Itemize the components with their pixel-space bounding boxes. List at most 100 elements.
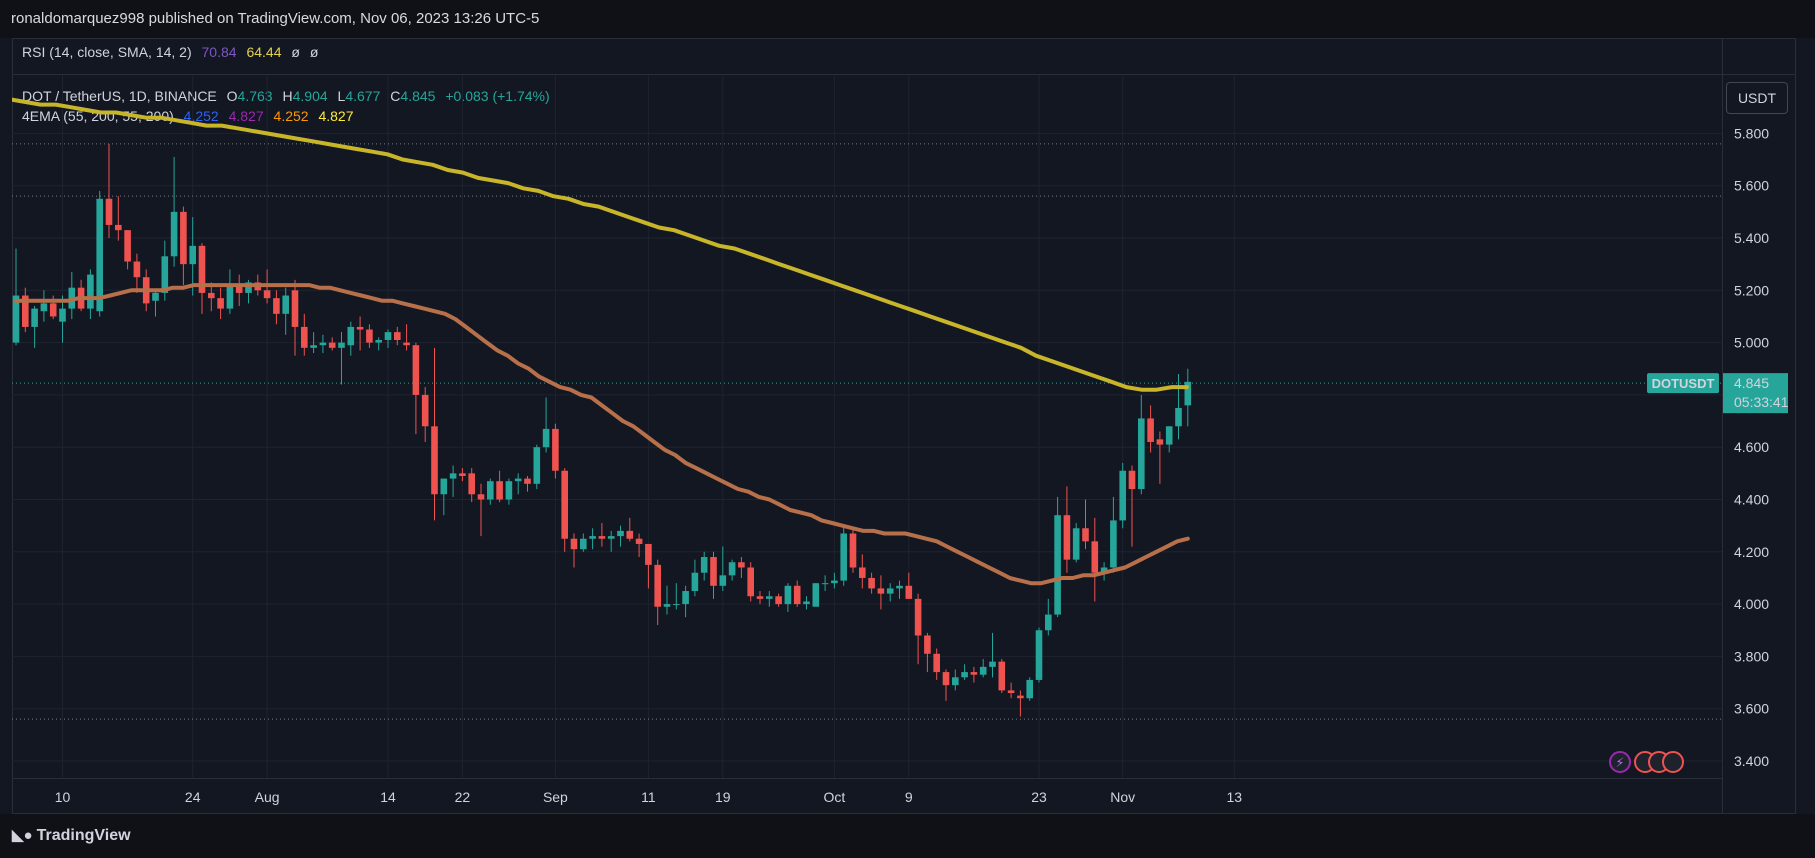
candle-body (59, 308, 66, 322)
candle-body (998, 661, 1006, 691)
ema-value-3: 4.252 (273, 108, 309, 124)
rsi-empty-1: ø (291, 44, 300, 60)
candle-body (1035, 630, 1043, 680)
ema-value-4: 4.827 (318, 108, 354, 124)
candle-body (533, 447, 541, 484)
currency-button[interactable]: USDT (1726, 82, 1788, 114)
candle-body (22, 295, 29, 327)
candle-body (691, 572, 699, 592)
ema-legend[interactable]: 4EMA (55, 200, 55, 200) 4.252 4.827 4.25… (22, 108, 360, 124)
candle-body (617, 530, 624, 537)
y-tick-label: 4.200 (1734, 544, 1769, 560)
candle-body (180, 211, 187, 265)
candle-body (328, 342, 336, 348)
candle-body (607, 536, 615, 539)
candle-body (654, 564, 661, 607)
rsi-pane-separator[interactable] (12, 74, 1796, 75)
candle-body (561, 470, 568, 539)
candle-body (635, 538, 643, 544)
candle-body (310, 345, 317, 348)
candle-body (1054, 515, 1061, 615)
candle-body (31, 308, 38, 327)
candle-body (198, 245, 206, 293)
rsi-value: 70.84 (201, 44, 237, 60)
candle-body (1128, 470, 1136, 490)
candle-body (738, 562, 745, 568)
candle-body (1026, 679, 1033, 699)
symbol-tag-text: DOTUSDT (1652, 376, 1715, 391)
low-value: 4.677 (345, 88, 381, 104)
x-tick-label: 9 (905, 789, 913, 805)
candle-body (226, 285, 234, 309)
candle-body (1138, 418, 1145, 490)
ema55-line (14, 283, 1190, 586)
candle-body (282, 295, 289, 314)
candles-group (12, 97, 1192, 717)
candle-body (49, 303, 57, 317)
chart-frame[interactable] (12, 38, 1796, 814)
candle-body (189, 245, 196, 265)
candle-body (421, 394, 429, 427)
y-tick-label: 4.600 (1734, 439, 1769, 455)
candle-body (821, 583, 829, 585)
candle-body (933, 653, 940, 673)
candle-body (552, 428, 559, 471)
x-tick-label: 23 (1031, 789, 1047, 805)
candle-body (12, 295, 20, 343)
candle-body (970, 672, 978, 675)
candle-body (868, 577, 875, 589)
candle-body (319, 342, 327, 346)
x-tick-label: Nov (1110, 789, 1135, 805)
open-label: O (226, 88, 238, 104)
candle-body (728, 562, 736, 576)
candle-body (468, 473, 475, 495)
y-tick-label: 5.400 (1734, 230, 1769, 246)
candle-body (1045, 614, 1052, 631)
rsi-legend[interactable]: RSI (14, close, SMA, 14, 2) 70.84 64.44 … (22, 44, 324, 60)
candle-body (542, 428, 550, 448)
y-tick-label: 5.200 (1734, 282, 1769, 298)
candle-body (1119, 470, 1126, 521)
candle-body (1156, 439, 1164, 445)
candle-body (338, 342, 345, 348)
publish-caption: ronaldomarquez998 published on TradingVi… (11, 10, 540, 27)
candle-body (1165, 426, 1173, 445)
candle-body (1082, 528, 1089, 542)
candle-body (208, 292, 215, 299)
x-tick-label: 11 (641, 789, 656, 805)
candle-body (245, 282, 252, 293)
y-tick-label: 5.000 (1734, 335, 1769, 351)
candle-body (756, 596, 764, 599)
y-tick-label: 4.400 (1734, 492, 1769, 508)
candle-body (487, 481, 494, 500)
candle-body (877, 588, 885, 594)
candle-body (1017, 695, 1024, 699)
candle-body (291, 290, 299, 327)
candle-body (366, 329, 373, 343)
rsi-ma-value: 64.44 (246, 44, 282, 60)
open-value: 4.763 (237, 88, 273, 104)
price-tag-value: 4.845 (1734, 375, 1769, 391)
candle-body (87, 274, 94, 309)
candle-body (96, 198, 103, 312)
candle-body (849, 533, 857, 568)
candle-body (384, 332, 392, 340)
footer-bar (0, 814, 1815, 858)
candle-body (440, 478, 448, 495)
candle-body (431, 426, 438, 495)
candle-body (747, 567, 754, 597)
candle-body (589, 536, 596, 539)
price-scale-separator (1722, 38, 1723, 814)
candle-body (663, 604, 671, 607)
candle-body (124, 230, 131, 262)
candle-body (719, 575, 727, 586)
symbol-legend[interactable]: DOT / TetherUS, 1D, BINANCE O4.763 H4.90… (22, 88, 556, 104)
tradingview-logo[interactable]: ◣● TradingView (12, 826, 131, 845)
candle-body (598, 536, 606, 539)
candle-body (235, 285, 243, 293)
candle-body (301, 326, 308, 348)
candle-body (524, 478, 531, 484)
candle-body (1072, 528, 1080, 560)
price-tag-bg (1723, 373, 1788, 414)
